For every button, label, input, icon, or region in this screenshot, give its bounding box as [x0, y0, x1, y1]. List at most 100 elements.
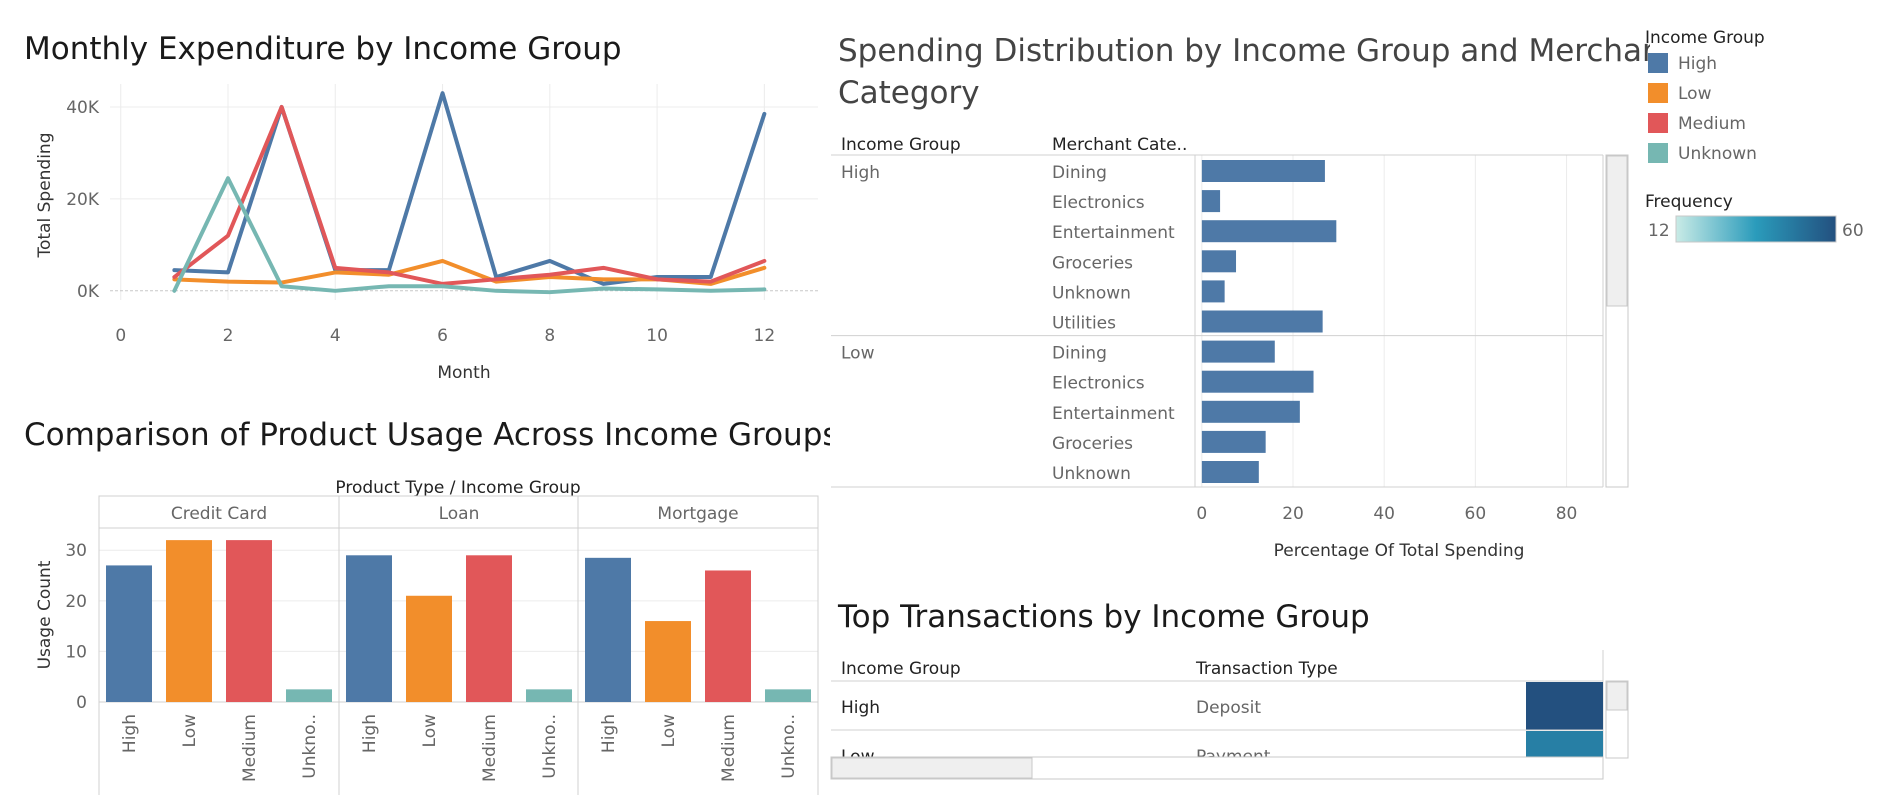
- x-tick-label: Low: [659, 714, 679, 748]
- bar-credit-card-unknown: [286, 689, 332, 702]
- bar-credit-card-low: [166, 540, 212, 702]
- chart-title-line-1: Spending Distribution by Income Group an…: [838, 33, 1650, 69]
- bar-high-dining: [1201, 160, 1325, 182]
- series-line-unknown: [172, 176, 767, 295]
- bar-high-electronics: [1201, 190, 1221, 213]
- category-label: Dining: [1052, 344, 1107, 364]
- category-label: Electronics: [1052, 193, 1145, 213]
- x-tick-label: 6: [437, 326, 448, 346]
- column-header-type: Transaction Type: [1195, 659, 1338, 679]
- bar-low-groceries: [1201, 430, 1266, 453]
- legend-swatch-medium: [1648, 113, 1668, 133]
- x-tick-label: 2: [223, 326, 234, 346]
- x-tick-label: 40: [1373, 504, 1395, 524]
- y-axis-label: Usage Count: [35, 560, 55, 669]
- row-type: Deposit: [1196, 698, 1261, 718]
- category-label: Unknown: [1052, 464, 1131, 484]
- facet-header: Product Type / Income Group: [335, 478, 580, 498]
- bar-high-groceries: [1201, 250, 1237, 273]
- x-tick-label: 10: [646, 326, 668, 346]
- category-label: Entertainment: [1052, 223, 1175, 243]
- x-tick-label: Low: [420, 714, 440, 748]
- bar-credit-card-high: [106, 565, 152, 702]
- legend-panel: Income Group High Low Medium Unknown Frequenc…: [0, 0, 1880, 250]
- chart-title-line-2: Category: [838, 75, 980, 111]
- x-tick-label: 80: [1556, 504, 1578, 524]
- x-tick-label: 20: [1282, 504, 1304, 524]
- x-tick-label: 60: [1465, 504, 1487, 524]
- y-tick-label: 20: [65, 592, 87, 612]
- bar-low-entertainment: [1201, 400, 1300, 423]
- group-label: High: [841, 163, 880, 183]
- v-scrollbar-thumb[interactable]: [1606, 681, 1628, 711]
- series-line-medium: [172, 104, 767, 286]
- x-tick-label: 12: [754, 326, 776, 346]
- bar-mortgage-low: [645, 621, 691, 702]
- x-tick-label: Unkno..: [540, 714, 560, 779]
- x-tick-label: High: [120, 714, 140, 753]
- x-tick-label: Medium: [719, 714, 739, 782]
- x-tick-label: Medium: [240, 714, 260, 782]
- category-label: Electronics: [1052, 374, 1145, 394]
- column-header-category: Merchant Cate..: [1052, 135, 1187, 155]
- frequency-color-ramp: [1675, 215, 1837, 243]
- column-header-group: Income Group: [841, 135, 961, 155]
- legend-label-low: Low: [1678, 84, 1712, 104]
- row-group: High: [841, 698, 880, 718]
- facet-header-box: [577, 495, 819, 529]
- legend-title: Income Group: [1645, 28, 1765, 48]
- legend-label-unknown: Unknown: [1678, 144, 1757, 164]
- category-label: Dining: [1052, 163, 1107, 183]
- bar-low-dining: [1201, 340, 1275, 363]
- x-tick-label: High: [360, 714, 380, 753]
- bar-mortgage-medium: [705, 570, 751, 702]
- x-tick-label: Medium: [480, 714, 500, 782]
- facet-label: Mortgage: [657, 504, 738, 524]
- column-header-group: Income Group: [841, 659, 961, 679]
- legend-swatch-low: [1648, 83, 1668, 103]
- chart-title: Top Transactions by Income Group: [837, 599, 1370, 635]
- bar-mortgage-unknown: [765, 689, 811, 702]
- legend-swatch-high: [1648, 53, 1668, 73]
- y-tick-label: 10: [65, 642, 87, 662]
- chart-title: Comparison of Product Usage Across Incom…: [24, 417, 830, 453]
- facet-label: Credit Card: [171, 504, 267, 524]
- legend-swatch-unknown: [1648, 143, 1668, 163]
- y-tick-label: 0: [76, 693, 87, 713]
- category-label: Utilities: [1052, 314, 1116, 334]
- x-tick-label: 8: [544, 326, 555, 346]
- y-tick-label: 20K: [66, 190, 100, 210]
- y-axis-label: Total Spending: [35, 132, 55, 258]
- bar-high-unknown: [1201, 280, 1225, 303]
- bar-low-electronics: [1201, 370, 1314, 393]
- top-transactions-table: Top Transactions by Income Group Income G…: [830, 599, 1629, 780]
- x-tick-label: High: [599, 714, 619, 753]
- bar-loan-unknown: [526, 689, 572, 702]
- x-tick-label: Unkno..: [779, 714, 799, 779]
- monthly-expenditure-chart: Monthly Expenditure by Income Group 0 2 4 6 8…: [24, 31, 818, 383]
- h-scrollbar-thumb[interactable]: [831, 757, 1033, 779]
- facet-header-box: [338, 495, 580, 529]
- frequency-legend-title: Frequency: [1645, 192, 1733, 212]
- bar-high-utilities: [1201, 310, 1323, 333]
- x-axis-label: Percentage Of Total Spending: [1274, 541, 1525, 561]
- chart-title: Monthly Expenditure by Income Group: [24, 31, 622, 67]
- scrollbar-thumb[interactable]: [1606, 155, 1628, 307]
- y-tick-label: 40K: [66, 98, 100, 118]
- y-tick-label: 30: [65, 541, 87, 561]
- monthly-expenditure-panel: Monthly Expenditure by Income Group 0 2 4 6 8…: [0, 0, 830, 395]
- bar-loan-low: [406, 595, 452, 702]
- frequency-min-label: 12: [1648, 221, 1670, 241]
- category-label: Groceries: [1052, 434, 1133, 454]
- bar-high-entertainment: [1201, 220, 1337, 243]
- bar-mortgage-high: [585, 557, 631, 702]
- spending-distribution-panel: Spending Distribution by Income Group an…: [831, 33, 1650, 561]
- category-label: Entertainment: [1052, 404, 1175, 424]
- top-transactions-panel: Top Transactions by Income Group Income G…: [830, 599, 1629, 780]
- product-usage-chart: Comparison of Product Usage Across Incom…: [24, 417, 830, 795]
- x-tick-label: 0: [1196, 504, 1207, 524]
- frequency-max-label: 60: [1842, 221, 1864, 241]
- bar-loan-high: [346, 555, 392, 702]
- category-label: Groceries: [1052, 253, 1133, 273]
- x-axis-label: Month: [437, 363, 490, 383]
